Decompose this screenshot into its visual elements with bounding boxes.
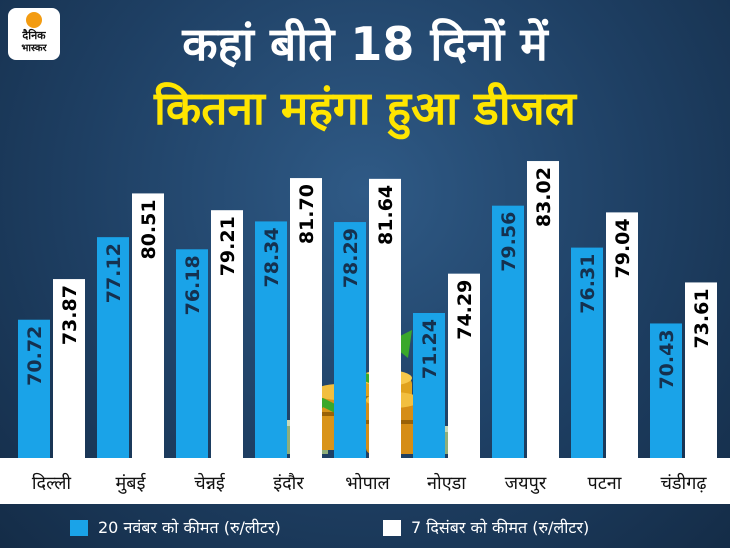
sun-icon (26, 12, 42, 28)
legend: 20 नवंबर को कीमत (रु/लीटर) 7 दिसंबर को क… (0, 506, 730, 548)
category-label-3: इंदौर (273, 472, 304, 494)
legend-swatch-series2 (383, 520, 401, 536)
bar-1-8 (650, 323, 682, 458)
category-label-7: पटना (588, 473, 622, 494)
data-label-2-6: 83.02 (533, 167, 555, 227)
category-axis-band (0, 458, 730, 504)
data-label-1-4: 78.29 (340, 228, 362, 288)
legend-swatch-series1 (70, 520, 88, 536)
bar-1-0 (18, 319, 50, 458)
data-label-2-2: 79.21 (217, 216, 239, 276)
category-label-6: जयपुर (505, 473, 547, 494)
bar-1-1 (97, 237, 129, 458)
data-label-1-2: 76.18 (182, 255, 204, 315)
data-label-2-7: 79.04 (612, 218, 634, 278)
brand-logo: दैनिक भास्कर (8, 8, 60, 60)
bar-2-7 (606, 212, 638, 458)
data-label-1-7: 76.31 (577, 254, 599, 314)
data-label-1-5: 71.24 (419, 319, 441, 379)
bar-2-4 (369, 178, 401, 458)
data-label-2-8: 73.61 (691, 288, 713, 348)
category-label-0: दिल्ली (32, 472, 72, 494)
bar-1-5 (413, 313, 445, 458)
bar-2-3 (290, 178, 322, 458)
brand-line1: दैनिक (22, 29, 46, 42)
data-label-2-5: 74.29 (454, 280, 476, 340)
data-label-1-3: 78.34 (261, 227, 283, 287)
bar-2-5 (448, 273, 480, 458)
bar-2-1 (132, 193, 164, 458)
data-label-1-6: 79.56 (498, 212, 520, 272)
bar-2-8 (685, 282, 717, 458)
bar-1-3 (255, 221, 287, 458)
data-label-2-4: 81.64 (375, 185, 397, 245)
bar-1-4 (334, 222, 366, 458)
data-label-2-3: 81.70 (296, 184, 318, 244)
brand-line2: भास्कर (21, 43, 47, 54)
chart-title-line2: कितना महंगा हुआ डीजल (154, 81, 576, 135)
bar-1-6 (492, 205, 524, 458)
bar-2-2 (211, 210, 243, 458)
category-label-2: चेन्नई (194, 472, 226, 494)
data-label-1-1: 77.12 (103, 243, 125, 303)
chart-title-line1: कहां बीते 18 दिनों में (182, 17, 548, 71)
data-label-2-1: 80.51 (138, 199, 160, 259)
data-label-1-8: 70.43 (656, 329, 678, 389)
data-label-1-0: 70.72 (24, 326, 46, 386)
legend-label-series1: 20 नवंबर को कीमत (रु/लीटर) (98, 518, 281, 537)
data-label-2-0: 73.87 (59, 285, 81, 345)
bar-1-2 (176, 249, 208, 458)
legend-label-series2: 7 दिसंबर को कीमत (रु/लीटर) (411, 518, 590, 537)
bar-2-6 (527, 161, 559, 459)
category-label-8: चंडीगढ़ (661, 472, 708, 494)
category-label-1: मुंबई (116, 472, 147, 494)
bar-2-0 (53, 279, 85, 458)
category-label-4: भोपाल (345, 472, 390, 494)
bar-1-7 (571, 247, 603, 458)
category-label-5: नोएडा (427, 472, 466, 494)
